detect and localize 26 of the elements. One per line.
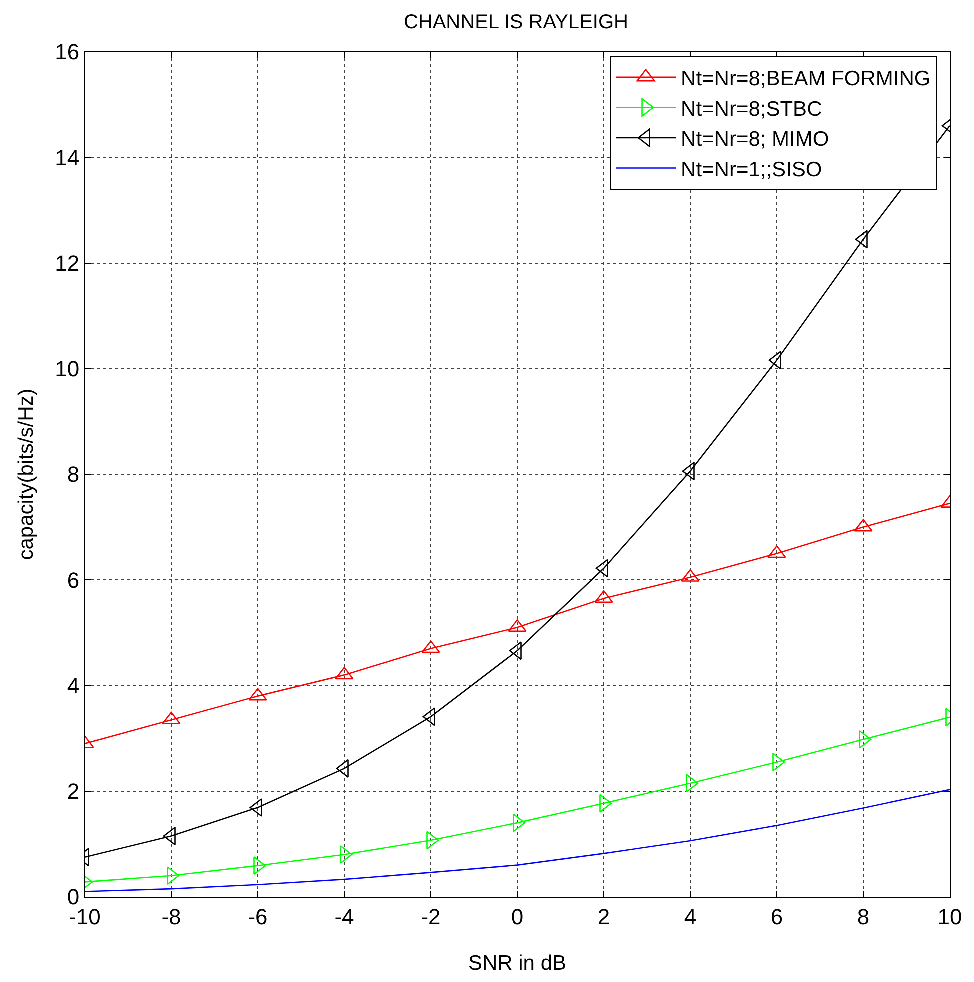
x-tick-label: 0 bbox=[511, 904, 524, 930]
x-axis-title: SNR in dB bbox=[468, 952, 567, 975]
y-tick-label: 16 bbox=[55, 40, 80, 65]
x-tick-label: -2 bbox=[421, 904, 441, 930]
x-tick-label: -8 bbox=[162, 904, 182, 930]
x-tick-label: 8 bbox=[857, 904, 870, 930]
y-tick-label: 2 bbox=[67, 779, 80, 804]
x-tick-label: 6 bbox=[770, 904, 784, 930]
x-tick-label: -4 bbox=[334, 904, 354, 930]
legend-label: Nt=Nr=8; MIMO bbox=[681, 128, 830, 152]
legend-label: Nt=Nr=1;;SISO bbox=[681, 158, 822, 182]
y-tick-label: 6 bbox=[67, 568, 80, 593]
y-tick-label: 4 bbox=[67, 673, 80, 698]
y-tick-label: 8 bbox=[67, 462, 80, 488]
y-tick-label: 10 bbox=[55, 356, 80, 382]
y-tick-label: 12 bbox=[55, 250, 80, 276]
chart-title: CHANNEL IS RAYLEIGH bbox=[404, 12, 628, 34]
x-tick-label: 10 bbox=[938, 904, 962, 930]
y-tick-label: 14 bbox=[55, 145, 80, 170]
y-axis-title: capacity(bits/s/Hz) bbox=[15, 388, 38, 560]
line-series bbox=[85, 789, 950, 892]
x-tick-label: -6 bbox=[248, 904, 268, 930]
x-tick-label: 4 bbox=[684, 904, 697, 930]
legend-label: Nt=Nr=8;STBC bbox=[681, 98, 822, 121]
legend-label: Nt=Nr=8;BEAM FORMING bbox=[681, 68, 931, 91]
x-tick-label: 2 bbox=[598, 904, 610, 930]
